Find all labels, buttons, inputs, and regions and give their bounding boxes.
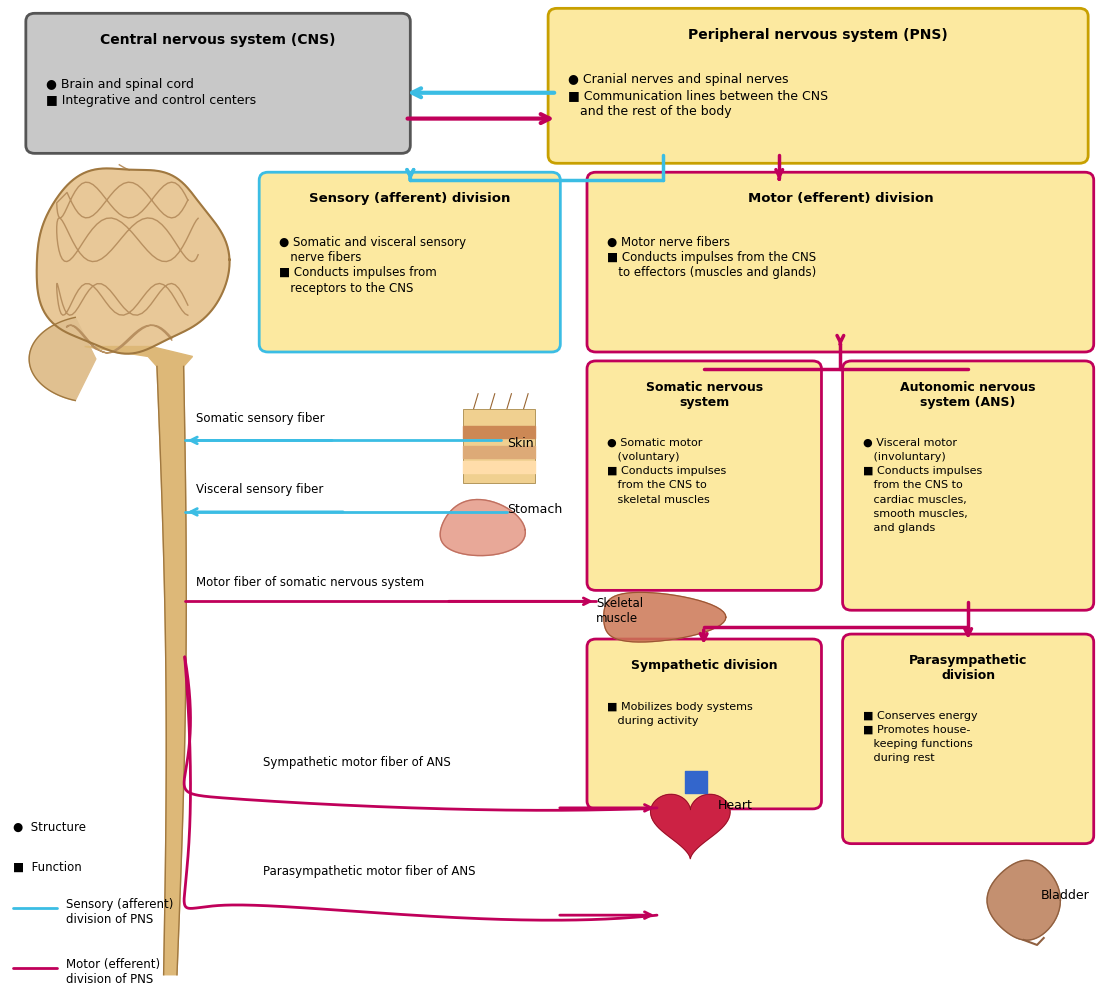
Polygon shape — [157, 367, 186, 975]
Text: Parasympathetic motor fiber of ANS: Parasympathetic motor fiber of ANS — [263, 866, 475, 878]
Text: Stomach: Stomach — [507, 503, 563, 516]
Text: Skin: Skin — [507, 437, 534, 450]
FancyBboxPatch shape — [587, 172, 1094, 352]
Polygon shape — [651, 795, 730, 859]
FancyBboxPatch shape — [462, 408, 535, 483]
Text: and the rest of the body: and the rest of the body — [568, 106, 732, 119]
Text: ■ Communication lines between the CNS: ■ Communication lines between the CNS — [568, 89, 828, 102]
Text: ■ Conducts impulses: ■ Conducts impulses — [607, 466, 726, 476]
Text: ● Brain and spinal cord: ● Brain and spinal cord — [46, 78, 194, 91]
Text: from the CNS to: from the CNS to — [862, 480, 962, 490]
Polygon shape — [37, 168, 229, 354]
Polygon shape — [987, 861, 1061, 940]
Text: Somatic nervous
system: Somatic nervous system — [646, 380, 763, 408]
Text: nerve fibers: nerve fibers — [280, 251, 362, 264]
Text: Visceral sensory fiber: Visceral sensory fiber — [196, 483, 323, 496]
Text: Motor fiber of somatic nervous system: Motor fiber of somatic nervous system — [196, 577, 424, 590]
Text: receptors to the CNS: receptors to the CNS — [280, 282, 413, 295]
Text: Motor (efferent) division: Motor (efferent) division — [747, 192, 934, 205]
FancyBboxPatch shape — [548, 8, 1088, 163]
Text: Sensory (afferent) division: Sensory (afferent) division — [309, 192, 510, 205]
Text: Sympathetic motor fiber of ANS: Sympathetic motor fiber of ANS — [263, 756, 450, 769]
Text: during rest: during rest — [862, 753, 935, 764]
Text: (voluntary): (voluntary) — [607, 452, 680, 462]
Text: ■  Function: ■ Function — [12, 861, 81, 873]
Text: Sympathetic division: Sympathetic division — [631, 659, 778, 672]
Text: ■ Conserves energy: ■ Conserves energy — [862, 710, 977, 720]
Text: ■ Conducts impulses from: ■ Conducts impulses from — [280, 267, 437, 280]
Text: ● Cranial nerves and spinal nerves: ● Cranial nerves and spinal nerves — [568, 73, 789, 86]
Text: from the CNS to: from the CNS to — [607, 480, 706, 490]
Polygon shape — [604, 593, 726, 642]
Polygon shape — [440, 500, 526, 556]
FancyBboxPatch shape — [260, 172, 560, 352]
FancyBboxPatch shape — [842, 634, 1094, 844]
Text: ■ Promotes house-: ■ Promotes house- — [862, 725, 970, 735]
Text: cardiac muscles,: cardiac muscles, — [862, 495, 966, 505]
Text: ■ Conducts impulses: ■ Conducts impulses — [862, 466, 981, 476]
FancyBboxPatch shape — [587, 639, 821, 809]
Text: to effectors (muscles and glands): to effectors (muscles and glands) — [607, 267, 817, 280]
Text: ● Motor nerve fibers: ● Motor nerve fibers — [607, 236, 730, 249]
Text: Sensory (afferent)
division of PNS: Sensory (afferent) division of PNS — [66, 898, 173, 926]
Text: during activity: during activity — [607, 716, 698, 726]
Text: (involuntary): (involuntary) — [862, 452, 946, 462]
Text: ●  Structure: ● Structure — [12, 821, 86, 834]
Text: and glands: and glands — [862, 523, 935, 533]
Text: Bladder: Bladder — [1040, 888, 1089, 901]
Text: Skeletal
muscle: Skeletal muscle — [596, 598, 643, 625]
Text: ● Somatic motor: ● Somatic motor — [607, 437, 703, 447]
Text: ● Visceral motor: ● Visceral motor — [862, 437, 957, 447]
Text: Heart: Heart — [719, 800, 753, 813]
FancyBboxPatch shape — [26, 13, 410, 153]
Text: keeping functions: keeping functions — [862, 739, 973, 749]
Text: Peripheral nervous system (PNS): Peripheral nervous system (PNS) — [688, 28, 948, 42]
Text: ● Somatic and visceral sensory: ● Somatic and visceral sensory — [280, 236, 467, 249]
Text: skeletal muscles: skeletal muscles — [607, 495, 710, 505]
FancyBboxPatch shape — [587, 361, 821, 591]
Text: Autonomic nervous
system (ANS): Autonomic nervous system (ANS) — [900, 380, 1036, 408]
Text: ■ Integrative and control centers: ■ Integrative and control centers — [46, 94, 256, 107]
Text: ■ Conducts impulses from the CNS: ■ Conducts impulses from the CNS — [607, 251, 817, 264]
Text: Central nervous system (CNS): Central nervous system (CNS) — [100, 33, 335, 47]
Text: Parasympathetic
division: Parasympathetic division — [909, 654, 1027, 682]
Text: Somatic sensory fiber: Somatic sensory fiber — [196, 412, 324, 425]
Text: smooth muscles,: smooth muscles, — [862, 509, 967, 519]
Polygon shape — [29, 318, 96, 400]
FancyBboxPatch shape — [842, 361, 1094, 611]
Polygon shape — [85, 347, 193, 367]
Text: ■ Mobilizes body systems: ■ Mobilizes body systems — [607, 702, 753, 712]
Text: Motor (efferent)
division of PNS: Motor (efferent) division of PNS — [66, 958, 160, 986]
